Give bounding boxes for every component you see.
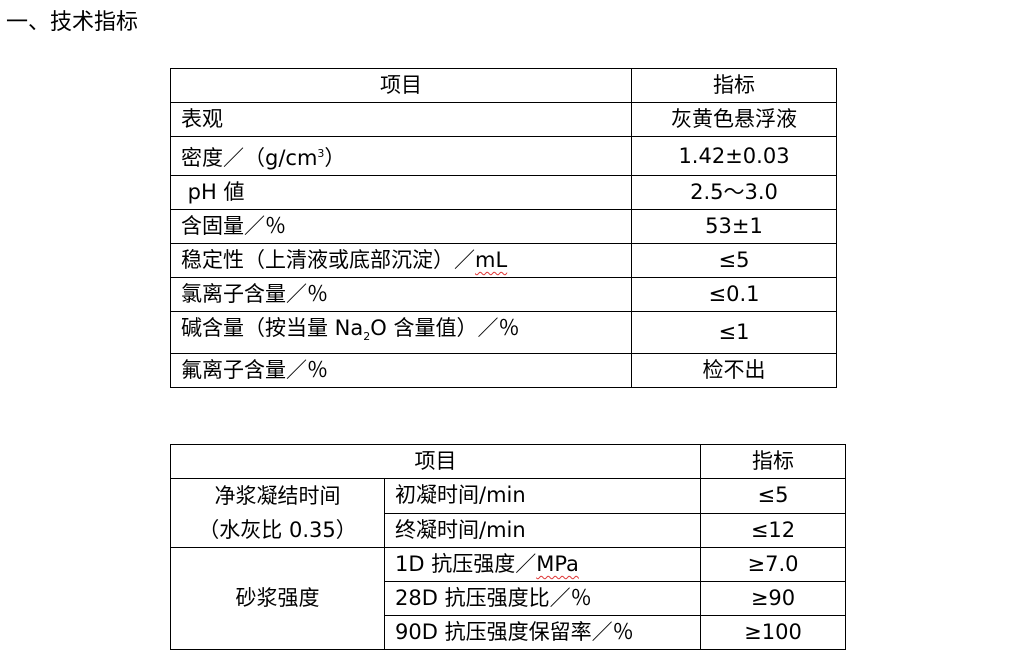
table-row: 稳定性（上清液或底部沉淀）／mL ≤5	[170, 243, 837, 278]
row-value: 灰黄色悬浮液	[631, 102, 837, 137]
table-row: 氟离子含量／％ 检不出	[170, 353, 837, 389]
header-index: 指标	[631, 68, 837, 103]
row-value: 1.42±0.03	[631, 136, 837, 176]
row-item: 终凝时间/min	[384, 512, 701, 548]
header-item: 项目	[170, 444, 701, 479]
row-value: ≤5	[631, 243, 837, 278]
technical-index-table: 项目 指标 表观 灰黄色悬浮液 密度／（g/cm3） 1.42±0.03 pH …	[170, 68, 837, 389]
subscript: 2	[363, 330, 371, 344]
row-value: ≥7.0	[700, 547, 846, 582]
row-item: 28D 抗压强度比／％	[384, 581, 701, 616]
row-item: 稳定性（上清液或底部沉淀）／mL	[170, 243, 632, 278]
row-item: 密度／（g/cm3）	[170, 136, 632, 176]
table-header-row: 项目 指标	[170, 68, 837, 103]
item-text: O 含量值）／％	[370, 316, 520, 340]
table-row: 90D 抗压强度保留率／％ ≥100	[171, 615, 846, 650]
group-label: 净浆凝结时间 （水灰比 0.35）	[170, 478, 385, 548]
row-value: ≤5	[700, 478, 846, 514]
item-text: 1D 抗压强度／	[395, 552, 537, 576]
table-header-row: 项目 指标	[170, 444, 846, 479]
table-row: 表观 灰黄色悬浮液	[170, 102, 837, 137]
unit-text: mL	[475, 248, 508, 272]
row-value: 53±1	[631, 209, 837, 244]
unit-text: MPa	[536, 552, 579, 576]
item-text: 碱含量（按当量 Na	[181, 316, 364, 340]
row-value: 2.5～3.0	[631, 175, 837, 210]
row-item: 初凝时间/min	[384, 478, 701, 514]
row-value: ≥90	[700, 581, 846, 616]
group-label-line: （水灰比 0.35）	[198, 518, 357, 542]
row-item: 表观	[170, 102, 632, 137]
row-value: ≤1	[631, 310, 837, 355]
table-row: 28D 抗压强度比／％ ≥90	[171, 581, 846, 616]
performance-table: 项目 指标 净浆凝结时间 （水灰比 0.35） 初凝时间/min ≤5 终凝时间/…	[170, 444, 846, 650]
row-item: 氟离子含量／％	[170, 353, 632, 389]
group-label: 砂浆强度	[170, 547, 385, 650]
row-item: 含固量／％	[170, 209, 632, 244]
table-row: 净浆凝结时间 （水灰比 0.35） 初凝时间/min ≤5	[170, 478, 846, 548]
table-row: 密度／（g/cm3） 1.42±0.03	[170, 136, 837, 176]
section-heading: 一、技术指标	[6, 10, 139, 35]
item-text: 稳定性（上清液或底部沉淀）／	[181, 248, 475, 272]
item-text: 密度／（g/cm	[181, 146, 318, 170]
row-item: 1D 抗压强度／MPa	[384, 547, 701, 582]
row-item: 碱含量（按当量 Na2O 含量值）／％	[170, 310, 632, 355]
row-value: ≤0.1	[631, 277, 837, 312]
row-value: 检不出	[631, 353, 837, 389]
header-item: 项目	[170, 68, 632, 103]
row-item: pH 値	[170, 175, 632, 210]
group-label-line: 净浆凝结时间	[214, 484, 341, 508]
row-value: ≤12	[700, 512, 846, 548]
header-index: 指标	[700, 444, 846, 479]
row-value: ≥100	[700, 615, 846, 650]
table-row: 终凝时间/min ≤12	[171, 512, 846, 548]
row-item: 90D 抗压强度保留率／％	[384, 615, 701, 650]
table-row: 砂浆强度 1D 抗压强度／MPa ≥7.0	[170, 547, 846, 650]
table-row: 含固量／％ 53±1	[170, 209, 837, 244]
row-item: 氯离子含量／％	[170, 277, 632, 312]
table-row: 氯离子含量／％ ≤0.1	[170, 277, 837, 312]
table-row: 碱含量（按当量 Na2O 含量值）／％ ≤1	[170, 310, 837, 355]
superscript: 3	[317, 147, 325, 160]
table-row: pH 値 2.5～3.0	[170, 175, 837, 210]
item-text: ）	[324, 146, 346, 170]
